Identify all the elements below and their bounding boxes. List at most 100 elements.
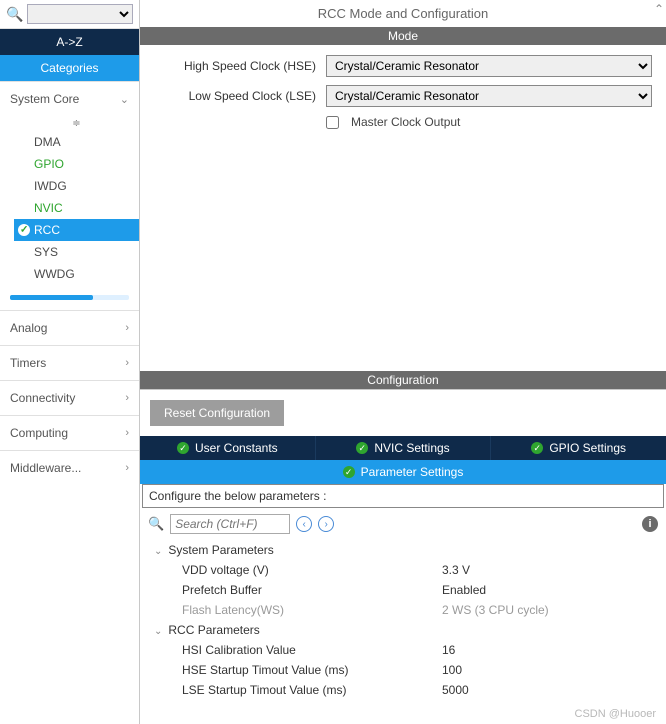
section-label: System Core bbox=[10, 92, 79, 106]
param-row[interactable]: VDD voltage (V)3.3 V bbox=[148, 560, 658, 580]
param-row[interactable]: HSE Startup Timout Value (ms)100 bbox=[148, 660, 658, 680]
reset-configuration-button[interactable]: Reset Configuration bbox=[150, 400, 284, 426]
param-row[interactable]: HSI Calibration Value16 bbox=[148, 640, 658, 660]
param-value: Enabled bbox=[442, 583, 486, 597]
tab-user-constants[interactable]: ✓ User Constants bbox=[140, 436, 316, 460]
param-value: 16 bbox=[442, 643, 455, 657]
tree-handle-icon[interactable]: ≑ bbox=[14, 116, 139, 131]
param-row[interactable]: Prefetch BufferEnabled bbox=[148, 580, 658, 600]
search-icon: 🔍 bbox=[148, 516, 164, 532]
lse-label: Low Speed Clock (LSE) bbox=[154, 89, 320, 103]
tab-parameter-settings[interactable]: ✓ Parameter Settings bbox=[140, 460, 666, 484]
tab-label: User Constants bbox=[195, 441, 278, 455]
hse-label: High Speed Clock (HSE) bbox=[154, 59, 320, 73]
section-label: Connectivity bbox=[10, 391, 75, 405]
config-toolbar: Reset Configuration bbox=[140, 390, 666, 436]
row-lse: Low Speed Clock (LSE) Crystal/Ceramic Re… bbox=[154, 85, 652, 107]
tree-item-wwdg[interactable]: WWDG bbox=[14, 263, 139, 285]
tab-label: NVIC Settings bbox=[374, 441, 449, 455]
chevron-right-icon: › bbox=[125, 392, 129, 404]
search-icon: 🔍 bbox=[6, 6, 23, 23]
watermark: CSDN @Huooer bbox=[575, 708, 656, 720]
section-header[interactable]: Timers › bbox=[0, 346, 139, 380]
page-title: RCC Mode and Configuration bbox=[140, 0, 666, 27]
scroll-up-icon[interactable]: ⌃ bbox=[654, 2, 664, 16]
tree-item-nvic[interactable]: NVIC bbox=[14, 197, 139, 219]
section-header[interactable]: Computing› bbox=[0, 416, 139, 450]
section-timers: Timers › bbox=[0, 345, 139, 380]
param-search-row: 🔍 ‹ › i bbox=[140, 508, 666, 540]
param-key: HSE Startup Timout Value (ms) bbox=[182, 663, 442, 677]
section-label: Timers bbox=[10, 356, 46, 370]
param-group[interactable]: ⌄RCC Parameters bbox=[148, 620, 658, 640]
config-band: Configuration bbox=[140, 371, 666, 389]
info-icon[interactable]: i bbox=[642, 516, 658, 532]
config-tabs-dark: ✓ User Constants ✓ NVIC Settings ✓ GPIO Setti… bbox=[140, 436, 666, 460]
param-group[interactable]: ⌄System Parameters bbox=[148, 540, 658, 560]
mode-band: Mode bbox=[140, 27, 666, 45]
expand-icon: ⌄ bbox=[154, 546, 162, 557]
param-key: Prefetch Buffer bbox=[182, 583, 442, 597]
section-label: Analog bbox=[10, 321, 47, 335]
param-key: VDD voltage (V) bbox=[182, 563, 442, 577]
chevron-right-icon: › bbox=[125, 427, 129, 439]
check-icon: ✓ bbox=[356, 442, 368, 454]
param-search-input[interactable] bbox=[170, 514, 290, 534]
section-header[interactable]: Connectivity › bbox=[0, 381, 139, 415]
section-computing: Computing› bbox=[0, 415, 139, 450]
param-value: 5000 bbox=[442, 683, 469, 697]
tab-label: GPIO Settings bbox=[549, 441, 626, 455]
section-header[interactable]: Middleware... › bbox=[0, 451, 139, 485]
sidebar-progress-bar bbox=[10, 295, 129, 300]
system-core-tree: ≑ DMAGPIOIWDGNVICRCCSYSWWDG bbox=[0, 116, 139, 291]
section-connectivity: Connectivity › bbox=[0, 380, 139, 415]
section-header[interactable]: Analog › bbox=[0, 311, 139, 345]
tab-label: Parameter Settings bbox=[361, 465, 464, 479]
master-clock-label: Master Clock Output bbox=[351, 115, 460, 129]
tree-item-gpio[interactable]: GPIO bbox=[14, 153, 139, 175]
param-value: 100 bbox=[442, 663, 462, 677]
param-tree: ⌄System ParametersVDD voltage (V)3.3 VPr… bbox=[140, 540, 666, 708]
section-header-system-core[interactable]: System Core ⌄ bbox=[0, 82, 139, 116]
config-description: Configure the below parameters : bbox=[142, 484, 664, 508]
chevron-down-icon: ⌄ bbox=[120, 93, 129, 106]
sidebar: 🔍 A->Z Categories System Core ⌄ ≑ DMAGPI… bbox=[0, 0, 140, 724]
lse-select[interactable]: Crystal/Ceramic Resonator bbox=[326, 85, 652, 107]
chevron-right-icon: › bbox=[125, 462, 129, 474]
param-key: HSI Calibration Value bbox=[182, 643, 442, 657]
config-area: Reset Configuration ✓ User Constants ✓ NVIC… bbox=[140, 389, 666, 708]
master-clock-checkbox[interactable] bbox=[326, 116, 339, 129]
tree-item-sys[interactable]: SYS bbox=[14, 241, 139, 263]
tab-gpio-settings[interactable]: ✓ GPIO Settings bbox=[491, 436, 666, 460]
tab-a-z[interactable]: A->Z bbox=[0, 29, 139, 55]
param-key: LSE Startup Timout Value (ms) bbox=[182, 683, 442, 697]
tab-nvic-settings[interactable]: ✓ NVIC Settings bbox=[316, 436, 492, 460]
section-label: Middleware... bbox=[10, 461, 81, 475]
sidebar-search-select[interactable] bbox=[27, 4, 133, 24]
tree-item-rcc[interactable]: RCC bbox=[14, 219, 139, 241]
param-key: Flash Latency(WS) bbox=[182, 603, 442, 617]
next-icon[interactable]: › bbox=[318, 516, 334, 532]
tab-categories[interactable]: Categories bbox=[0, 55, 139, 81]
section-analog: Analog › bbox=[0, 310, 139, 345]
check-icon: ✓ bbox=[531, 442, 543, 454]
tree-item-iwdg[interactable]: IWDG bbox=[14, 175, 139, 197]
param-value: 3.3 V bbox=[442, 563, 470, 577]
section-middleware-: Middleware... › bbox=[0, 450, 139, 485]
tree-item-dma[interactable]: DMA bbox=[14, 131, 139, 153]
prev-icon[interactable]: ‹ bbox=[296, 516, 312, 532]
chevron-right-icon: › bbox=[125, 357, 129, 369]
mode-area: High Speed Clock (HSE) Crystal/Ceramic R… bbox=[140, 45, 666, 371]
param-row[interactable]: LSE Startup Timout Value (ms)5000 bbox=[148, 680, 658, 700]
check-icon: ✓ bbox=[177, 442, 189, 454]
check-icon: ✓ bbox=[343, 466, 355, 478]
expand-icon: ⌄ bbox=[154, 626, 162, 637]
row-hse: High Speed Clock (HSE) Crystal/Ceramic R… bbox=[154, 55, 652, 77]
section-system-core: System Core ⌄ ≑ DMAGPIOIWDGNVICRCCSYSWWD… bbox=[0, 81, 139, 310]
param-row[interactable]: Flash Latency(WS)2 WS (3 CPU cycle) bbox=[148, 600, 658, 620]
row-master-clock: Master Clock Output bbox=[154, 115, 652, 129]
main-panel: ⌃ RCC Mode and Configuration Mode High S… bbox=[140, 0, 666, 724]
param-value: 2 WS (3 CPU cycle) bbox=[442, 603, 549, 617]
hse-select[interactable]: Crystal/Ceramic Resonator bbox=[326, 55, 652, 77]
chevron-right-icon: › bbox=[125, 322, 129, 334]
